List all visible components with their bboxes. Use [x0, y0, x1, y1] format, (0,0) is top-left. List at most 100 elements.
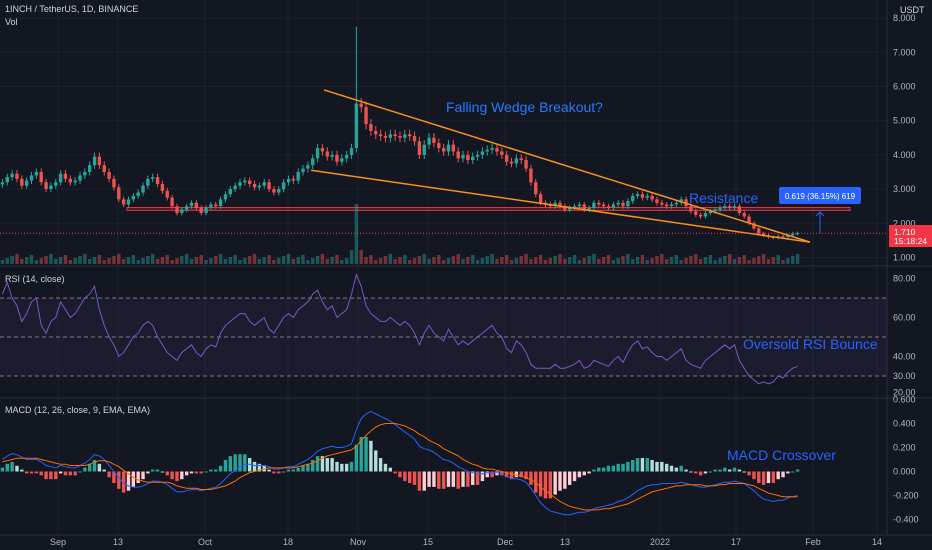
histogram-bar — [63, 471, 68, 476]
volume-bar — [795, 254, 800, 264]
candle-body — [795, 233, 800, 235]
annotation-macd-crossover[interactable]: MACD Crossover — [727, 447, 836, 463]
candle-body — [568, 207, 572, 210]
histogram-bar — [209, 469, 213, 472]
histogram-bar — [315, 456, 320, 472]
volume-bar — [378, 258, 383, 264]
measure-arrow-head — [815, 211, 825, 217]
volume-bar — [718, 258, 722, 264]
histogram-bar — [408, 471, 412, 484]
histogram-bar — [475, 471, 480, 485]
candle-body — [606, 206, 611, 208]
volume-bar — [626, 254, 630, 264]
price-tick-label: 5.000 — [893, 116, 916, 126]
candle-body — [34, 172, 39, 176]
time-tick-label: Feb — [805, 537, 821, 547]
volume-bar — [490, 254, 494, 264]
histogram-bar — [417, 471, 422, 491]
histogram-bar — [601, 467, 606, 472]
histogram-bar — [49, 471, 53, 480]
candle-body — [146, 178, 150, 186]
candle-body — [291, 178, 296, 181]
time-axis[interactable]: Sep 13 Oct 18 Nov 15 Dec 13 2022 17 Feb 14 — [50, 537, 882, 547]
candle-body — [54, 182, 58, 186]
volume-bar — [5, 258, 9, 264]
histogram-bar — [723, 467, 727, 472]
volume-bar — [218, 254, 223, 264]
volume-bar — [170, 260, 174, 264]
volume-bar — [34, 260, 39, 264]
histogram-bar — [698, 471, 703, 476]
volume-bar — [684, 258, 688, 264]
candle-body — [781, 236, 785, 238]
price-tick-label: 6.000 — [893, 82, 916, 92]
volume-bar — [723, 256, 727, 264]
price-tick-label: 1.000 — [893, 253, 916, 263]
candle-body — [209, 204, 213, 208]
histogram-bar — [325, 458, 329, 472]
histogram-bar — [189, 471, 194, 474]
macd-series-line — [2, 410, 798, 516]
histogram-bar — [548, 471, 552, 499]
symbol-title[interactable]: 1INCH / TetherUS, 1D, BINANCE — [5, 4, 139, 14]
time-tick-label: 17 — [731, 537, 741, 547]
falling-wedge-lines[interactable] — [310, 89, 811, 243]
volume-bar — [587, 256, 591, 264]
candle-body — [534, 182, 538, 195]
histogram-bar — [708, 471, 712, 473]
candle-body — [427, 137, 431, 145]
macd-indicator-label[interactable]: MACD (12, 26, close, 9, EMA, EMA) — [5, 405, 151, 415]
candle-body — [664, 204, 669, 207]
histogram-bar — [112, 471, 116, 484]
candle-body — [718, 207, 722, 210]
histogram-bar — [771, 471, 776, 484]
annotation-rsi-bounce[interactable]: Oversold RSI Bounce — [743, 336, 878, 352]
volume-bar — [306, 260, 310, 264]
candle-body — [669, 204, 674, 207]
histogram-bar — [117, 471, 121, 489]
candle-body — [281, 182, 286, 190]
histogram-bar — [403, 471, 407, 482]
price-axis[interactable]: 8.000 7.000 6.000 5.000 4.000 3.000 2.000 1.000… — [893, 13, 919, 524]
histogram-bar — [349, 461, 354, 472]
rsi-indicator-label[interactable]: RSI (14, close) — [5, 274, 65, 284]
histogram-bar — [20, 469, 24, 472]
time-tick-label: Nov — [350, 537, 367, 547]
volume-indicator-label[interactable]: Vol — [5, 17, 18, 27]
volume-bar — [141, 258, 145, 264]
histogram-bar — [427, 471, 431, 487]
candle-body — [689, 206, 693, 212]
histogram-bar — [761, 471, 766, 485]
volume-bar — [698, 259, 703, 264]
histogram-bar — [281, 471, 286, 473]
currency-label[interactable]: USDT — [900, 5, 925, 15]
grid-lines — [0, 0, 887, 535]
volume-bar — [92, 257, 97, 264]
volume-bar — [228, 257, 232, 264]
rsi-tick-label: 60.00 — [893, 313, 916, 323]
histogram-bar — [786, 471, 790, 474]
histogram-bar — [747, 471, 751, 476]
candle-body — [398, 136, 402, 138]
histogram-bar — [606, 465, 611, 472]
volume-bar — [534, 257, 538, 264]
candle-body — [611, 204, 616, 208]
histogram-bar — [335, 461, 339, 472]
volume-bar — [781, 260, 785, 264]
annotation-resistance[interactable]: Resistance — [689, 190, 759, 206]
volume-bar — [146, 256, 150, 264]
resistance-zone[interactable] — [126, 207, 851, 211]
volume-bar — [694, 254, 698, 264]
histogram-bar — [121, 471, 126, 493]
measure-tool[interactable]: 0.619 (36.15%) 619 — [779, 187, 861, 234]
histogram-bar — [626, 461, 630, 472]
candle-body — [650, 195, 654, 200]
volume-bar — [369, 255, 373, 264]
volume-bar — [117, 254, 121, 264]
volume-bar — [606, 255, 611, 264]
annotation-falling-wedge[interactable]: Falling Wedge Breakout? — [446, 99, 603, 115]
histogram-bar — [141, 471, 145, 480]
candle-body — [354, 103, 359, 149]
candle-body — [393, 134, 397, 137]
